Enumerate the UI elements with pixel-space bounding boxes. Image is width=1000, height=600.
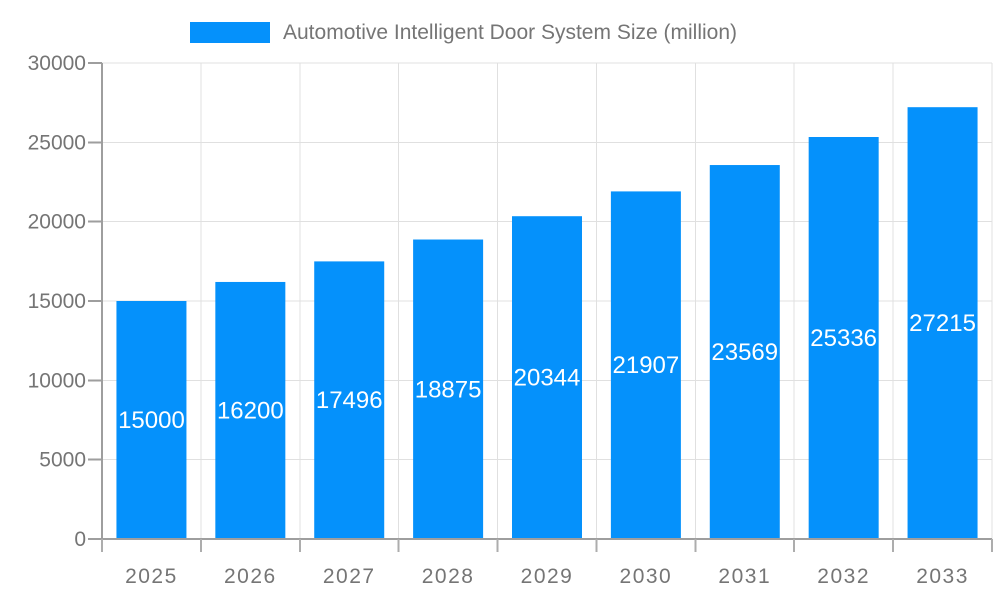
bar <box>709 165 780 540</box>
y-axis-label: 5000 <box>39 449 86 472</box>
chart-legend: Automotive Intelligent Door System Size … <box>190 21 737 44</box>
bar <box>907 107 978 540</box>
bar-value-label: 25336 <box>810 325 877 352</box>
bar <box>808 137 879 539</box>
bar-value-label: 20344 <box>514 365 581 392</box>
x-axis-label: 2033 <box>916 565 969 588</box>
bar-value-label: 17496 <box>316 387 383 414</box>
x-axis-label: 2025 <box>125 565 178 588</box>
x-axis-label: 2026 <box>224 565 277 588</box>
bar-value-label: 15000 <box>118 407 185 434</box>
bar-value-label: 18875 <box>415 376 482 403</box>
x-axis-label: 2029 <box>521 565 574 588</box>
bar <box>314 261 385 539</box>
bar <box>413 239 484 539</box>
x-axis-label: 2031 <box>718 565 771 588</box>
bar-value-label: 23569 <box>711 339 778 366</box>
bar-value-label: 27215 <box>909 310 976 337</box>
bar-value-label: 16200 <box>217 397 284 424</box>
x-axis-label: 2032 <box>817 565 870 588</box>
x-axis-label: 2028 <box>422 565 475 588</box>
y-axis-label: 10000 <box>28 369 86 392</box>
y-axis-label: 30000 <box>28 52 86 75</box>
legend-swatch <box>190 22 270 43</box>
bar <box>610 191 681 539</box>
x-axis-label: 2030 <box>620 565 673 588</box>
bar <box>116 301 187 539</box>
y-axis-label: 0 <box>74 528 86 551</box>
bar-value-label: 21907 <box>613 352 680 379</box>
y-axis-label: 15000 <box>28 290 86 313</box>
x-axis-label: 2027 <box>323 565 376 588</box>
legend-label: Automotive Intelligent Door System Size … <box>283 20 738 44</box>
y-axis-label: 20000 <box>28 211 86 234</box>
bar <box>215 281 286 539</box>
y-axis-label: 25000 <box>28 131 86 154</box>
bar <box>512 216 582 539</box>
